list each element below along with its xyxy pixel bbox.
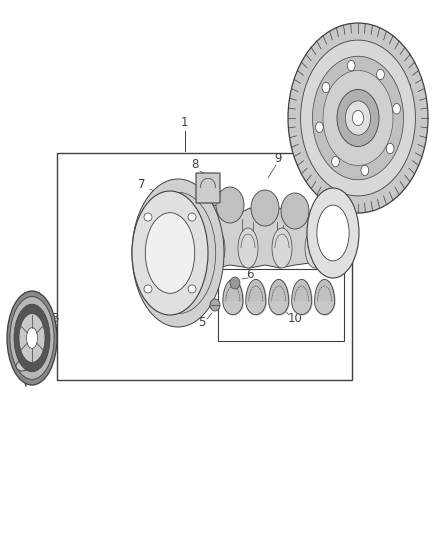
Ellipse shape — [170, 228, 190, 268]
Text: 12: 12 — [332, 69, 347, 82]
Text: 5: 5 — [198, 317, 206, 329]
Ellipse shape — [251, 190, 279, 226]
Text: 11: 11 — [343, 174, 357, 188]
Ellipse shape — [346, 101, 371, 135]
Text: 3: 3 — [51, 311, 59, 325]
Text: 6: 6 — [246, 269, 254, 281]
Text: 13: 13 — [398, 82, 413, 94]
Ellipse shape — [238, 228, 258, 268]
Text: 1: 1 — [181, 117, 188, 130]
Text: 10: 10 — [288, 311, 302, 325]
Ellipse shape — [132, 179, 224, 327]
Ellipse shape — [10, 297, 54, 379]
Ellipse shape — [272, 228, 292, 268]
Ellipse shape — [347, 60, 355, 71]
Bar — [218, 269, 344, 341]
Ellipse shape — [300, 40, 415, 196]
Ellipse shape — [188, 285, 196, 293]
Ellipse shape — [322, 82, 330, 93]
Ellipse shape — [377, 69, 384, 79]
Text: 2: 2 — [26, 372, 34, 384]
Ellipse shape — [216, 187, 244, 223]
Ellipse shape — [386, 143, 394, 154]
Ellipse shape — [205, 228, 225, 268]
Ellipse shape — [19, 313, 45, 362]
Ellipse shape — [188, 213, 196, 221]
Ellipse shape — [7, 291, 57, 385]
Ellipse shape — [312, 56, 403, 180]
Ellipse shape — [281, 193, 309, 229]
Ellipse shape — [337, 90, 379, 147]
Ellipse shape — [144, 213, 152, 221]
Ellipse shape — [361, 165, 369, 175]
Ellipse shape — [393, 103, 400, 114]
Ellipse shape — [230, 277, 240, 289]
Ellipse shape — [145, 213, 195, 293]
Ellipse shape — [186, 193, 214, 229]
Ellipse shape — [307, 188, 359, 278]
Polygon shape — [165, 205, 330, 268]
Text: 7: 7 — [138, 179, 146, 191]
Bar — [57, 153, 352, 380]
Text: 4: 4 — [138, 212, 146, 224]
Text: 9: 9 — [274, 151, 282, 165]
Ellipse shape — [305, 228, 325, 268]
Ellipse shape — [323, 70, 393, 166]
Text: 8: 8 — [191, 158, 199, 172]
Ellipse shape — [210, 299, 220, 311]
Ellipse shape — [132, 191, 208, 315]
Ellipse shape — [332, 156, 339, 167]
Ellipse shape — [16, 361, 28, 371]
Ellipse shape — [14, 304, 50, 372]
Ellipse shape — [315, 122, 323, 133]
Ellipse shape — [288, 23, 428, 213]
Ellipse shape — [144, 285, 152, 293]
Ellipse shape — [27, 328, 38, 349]
Ellipse shape — [317, 205, 349, 261]
Ellipse shape — [353, 110, 364, 126]
FancyBboxPatch shape — [196, 173, 220, 203]
